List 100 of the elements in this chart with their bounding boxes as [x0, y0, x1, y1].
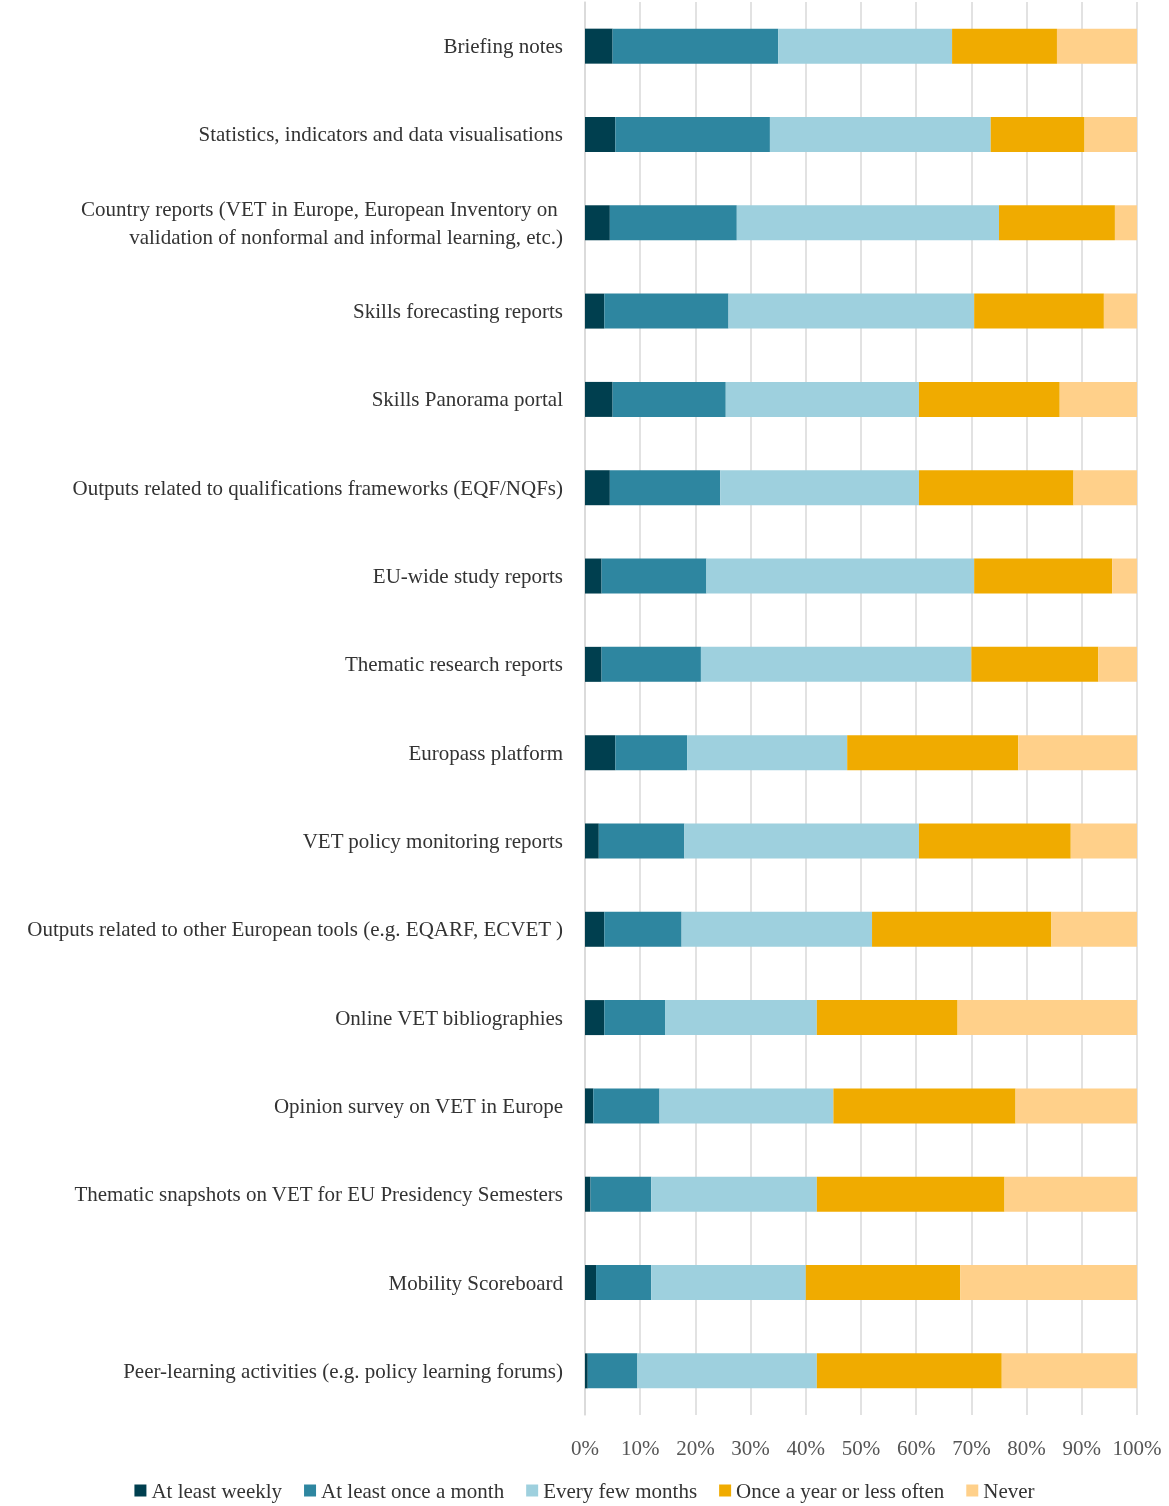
bar	[587, 1353, 638, 1389]
x-tick-label: 100%	[1112, 1435, 1162, 1460]
bar	[585, 558, 602, 594]
bar	[706, 558, 975, 594]
x-tick-label: 40%	[786, 1435, 826, 1460]
bar	[728, 293, 975, 329]
bar	[585, 823, 599, 859]
bar	[769, 116, 991, 152]
bar	[585, 470, 610, 506]
y-tick-label: Thematic snapshots on VET for EU Presidency Semesters	[74, 1182, 563, 1207]
bar	[585, 381, 613, 417]
bar	[609, 470, 721, 506]
bar	[615, 116, 770, 152]
bar	[585, 1088, 594, 1124]
bar	[585, 1176, 591, 1212]
y-tick-label: EU-wide study reports	[372, 564, 563, 589]
bar	[816, 1000, 958, 1036]
bar	[585, 116, 616, 152]
x-tick-label: 10%	[620, 1435, 660, 1460]
bar	[960, 1265, 1137, 1301]
x-tick-label: 0%	[571, 1435, 599, 1460]
y-tick-label: Country reports (VET in Europe, European Inventory on validation of nonformal and informal learning, etc.)	[81, 196, 563, 249]
bar	[598, 823, 685, 859]
bar	[1070, 823, 1137, 859]
y-tick-label: Europass platform	[408, 740, 563, 765]
bar	[659, 1088, 834, 1124]
bar	[725, 381, 919, 417]
bar	[604, 1000, 666, 1036]
bar	[601, 558, 707, 594]
bar	[665, 1000, 817, 1036]
bar	[585, 735, 616, 771]
bar	[1056, 28, 1137, 64]
legend-label: Never	[983, 1478, 1035, 1503]
bar	[585, 293, 605, 329]
x-tick-label: 90%	[1062, 1435, 1102, 1460]
bar	[687, 735, 848, 771]
bar	[1018, 735, 1137, 771]
bar	[700, 646, 972, 682]
x-tick-label: 30%	[731, 1435, 770, 1460]
legend-label: Every few months	[543, 1478, 698, 1503]
y-tick-label: Outputs related to qualifications frameworks (EQF/NQFs)	[72, 475, 563, 500]
x-tick-label: 60%	[896, 1435, 936, 1460]
legend-label: Once a year or less often	[736, 1478, 945, 1503]
y-tick-label: Outputs related to other European tools (e.g. EQARF, ECVET )	[27, 917, 563, 942]
bar	[778, 28, 953, 64]
bar	[720, 470, 919, 506]
bar	[585, 1353, 588, 1389]
x-tick-label: 80%	[1007, 1435, 1046, 1460]
y-tick-label: Online VET bibliographies	[335, 1005, 563, 1030]
bar	[1112, 558, 1137, 594]
bar	[952, 28, 1057, 64]
bar	[637, 1353, 817, 1389]
y-tick-label: Opinion survey on VET in Europe	[273, 1093, 563, 1118]
bar	[585, 1000, 605, 1036]
bar	[1114, 205, 1137, 241]
bar	[990, 116, 1085, 152]
bar	[585, 646, 602, 682]
bar	[585, 1265, 597, 1301]
bar	[651, 1176, 817, 1212]
bar	[847, 735, 1019, 771]
legend-label: At least weekly	[151, 1478, 283, 1503]
bar	[1103, 293, 1137, 329]
y-tick-label: Mobility Scoreboard	[388, 1270, 564, 1295]
bar	[585, 911, 605, 947]
x-tick-label: 20%	[676, 1435, 715, 1460]
bar	[872, 911, 1052, 947]
y-tick-label: VET policy monitoring reports	[302, 828, 563, 853]
x-tick-label: 70%	[952, 1435, 991, 1460]
bar	[590, 1176, 652, 1212]
bar	[1073, 470, 1137, 506]
bar	[1051, 911, 1137, 947]
bar	[596, 1265, 652, 1301]
bar	[1015, 1088, 1137, 1124]
bar	[974, 558, 1113, 594]
bar	[585, 205, 610, 241]
bar	[918, 823, 1071, 859]
bar	[1001, 1353, 1137, 1389]
bar	[1084, 116, 1137, 152]
bar	[681, 911, 873, 947]
bar	[609, 205, 737, 241]
bar	[1004, 1176, 1137, 1212]
bar	[601, 646, 701, 682]
bar	[612, 381, 726, 417]
bar	[974, 293, 1104, 329]
bar	[1098, 646, 1137, 682]
bar	[999, 205, 1115, 241]
bar	[816, 1353, 1002, 1389]
y-tick-label: Skills Panorama portal	[371, 387, 564, 412]
bar	[816, 1176, 1005, 1212]
bar	[612, 28, 779, 64]
bar	[651, 1265, 806, 1301]
bar	[604, 911, 682, 947]
x-tick-label: 50%	[841, 1435, 881, 1460]
bar	[1059, 381, 1137, 417]
bar	[736, 205, 999, 241]
bar	[918, 381, 1060, 417]
bar	[593, 1088, 660, 1124]
bar	[805, 1265, 961, 1301]
y-tick-label: Skills forecasting reports	[353, 299, 563, 324]
y-tick-label: Peer-learning activities (e.g. policy learning forums)	[123, 1358, 563, 1383]
